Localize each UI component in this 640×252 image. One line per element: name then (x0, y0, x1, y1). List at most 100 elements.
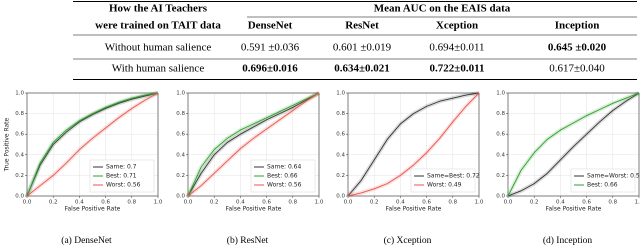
x-tick-label: 0.6 (101, 200, 110, 206)
table-cell: 0.634±0.021 (334, 63, 390, 75)
x-tick-label: 0.8 (448, 200, 457, 206)
y-tick-label: 0.8 (15, 111, 24, 117)
y-tick-label: 0.2 (496, 173, 505, 179)
table-group-header: Mean AUC on the EAIS data (374, 3, 511, 15)
legend-label: Best: 0.66 (587, 182, 618, 189)
table-cell: 0.617±0.040 (549, 63, 605, 75)
y-tick-label: 0.4 (496, 152, 505, 158)
table-cell: 0.645 ±0.020 (548, 42, 607, 54)
legend-box (410, 168, 476, 193)
legend: Same: 0.7 Best: 0.71 Worst: 0.56 (89, 159, 155, 193)
x-tick-label: 0.0 (184, 200, 193, 206)
x-tick-label: 0.4 (396, 200, 405, 206)
roc-curve (507, 92, 640, 197)
y-tick-label: 0.6 (176, 132, 185, 138)
plot-frame (187, 92, 320, 197)
roc-curve (26, 92, 159, 197)
y-tick-label: 0.4 (336, 152, 345, 158)
y-tick-label: 1.0 (15, 91, 24, 97)
y-tick-label: 0.2 (336, 173, 345, 179)
y-tick-label: 0.8 (176, 111, 185, 117)
caption: (c) Xception (384, 235, 432, 246)
y-tick-label: 0.6 (15, 132, 24, 138)
legend: Same=Worst: 0.52 Best: 0.66 (570, 168, 640, 193)
x-tick-label: 0.2 (370, 200, 379, 206)
x-tick-label: 0.2 (530, 200, 539, 206)
y-axis-label: True Positive Rate (4, 117, 11, 172)
roc-curve (347, 92, 480, 197)
legend-box (570, 168, 636, 193)
roc-curve (347, 92, 480, 197)
x-tick-label: 0.8 (127, 200, 136, 206)
x-tick-label: 1.0 (635, 200, 640, 206)
table-cell: 0.591 ±0.036 (241, 42, 300, 54)
y-tick-label: 0.8 (336, 111, 345, 117)
y-tick-label: 1.0 (336, 91, 345, 97)
legend-label: Worst: 0.49 (427, 182, 462, 189)
x-axis-label: False Positive Rate (65, 206, 121, 213)
table-cell: 0.722±0.011 (430, 63, 485, 75)
row-label: Without human salience (105, 42, 212, 54)
x-tick-label: 0.0 (23, 200, 32, 206)
caption: (b) ResNet (227, 235, 269, 246)
y-tick-label: 0.4 (15, 152, 24, 158)
x-tick-label: 1.0 (475, 200, 484, 206)
x-tick-label: 0.8 (608, 200, 617, 206)
x-tick-label: 0.6 (582, 200, 591, 206)
legend-label: Best: 0.66 (267, 173, 298, 180)
y-tick-label: 1.0 (496, 91, 505, 97)
y-tick-label: 0.6 (336, 132, 345, 138)
roc-curve (26, 92, 159, 197)
x-tick-label: 0.0 (344, 200, 353, 206)
roc-curve (187, 92, 320, 197)
x-axis-label: False Positive Rate (226, 206, 282, 213)
roc-curve (507, 92, 640, 197)
roc-curve (187, 92, 320, 197)
legend-label: Same: 0.64 (267, 164, 301, 171)
legend: Same=Best: 0.72 Worst: 0.49 (410, 168, 480, 193)
y-tick-label: 0.2 (176, 173, 185, 179)
y-tick-label: 1.0 (176, 91, 185, 97)
y-tick-label: 0.6 (496, 132, 505, 138)
roc-curve (187, 92, 320, 197)
table-header: How the AI Teachers (109, 3, 208, 15)
roc-curve (26, 92, 159, 197)
x-tick-label: 1.0 (315, 200, 324, 206)
x-tick-label: 0.4 (75, 200, 84, 206)
x-axis-label: False Positive Rate (386, 206, 442, 213)
legend-label: Best: 0.71 (106, 173, 137, 180)
row-label: With human salience (112, 63, 205, 75)
x-tick-label: 0.2 (210, 200, 219, 206)
legend-label: Same=Best: 0.72 (427, 173, 480, 180)
caption: (d) Inception (543, 235, 593, 246)
y-tick-label: 0.0 (336, 194, 345, 200)
caption: (a) DenseNet (61, 235, 112, 246)
plot-frame (26, 92, 159, 197)
x-tick-label: 0.6 (262, 200, 271, 206)
y-tick-label: 0.0 (496, 194, 505, 200)
y-tick-label: 0.0 (176, 194, 185, 200)
legend: Same: 0.64 Best: 0.66 Worst: 0.56 (250, 159, 316, 193)
table-cell: 0.694±0.011 (429, 42, 484, 54)
plot-frame (507, 92, 640, 197)
column-header: DenseNet (248, 20, 293, 32)
x-tick-label: 0.4 (556, 200, 565, 206)
column-header: Xception (436, 20, 478, 32)
column-header: ResNet (345, 20, 379, 32)
x-tick-label: 0.0 (504, 200, 513, 206)
x-tick-label: 0.2 (49, 200, 58, 206)
legend-label: Same: 0.7 (106, 164, 137, 171)
table-cell: 0.601 ±0.019 (333, 42, 392, 54)
y-tick-label: 0.8 (496, 111, 505, 117)
table-header: were trained on TAIT data (95, 20, 221, 32)
plot-frame (347, 92, 480, 197)
column-header: Inception (555, 20, 600, 32)
legend-label: Worst: 0.56 (267, 182, 302, 189)
table-cell: 0.696±0.016 (242, 63, 298, 75)
x-tick-label: 0.4 (236, 200, 245, 206)
x-tick-label: 0.6 (422, 200, 431, 206)
legend-label: Same=Worst: 0.52 (587, 173, 640, 180)
x-axis-label: False Positive Rate (546, 206, 602, 213)
x-tick-label: 0.8 (288, 200, 297, 206)
